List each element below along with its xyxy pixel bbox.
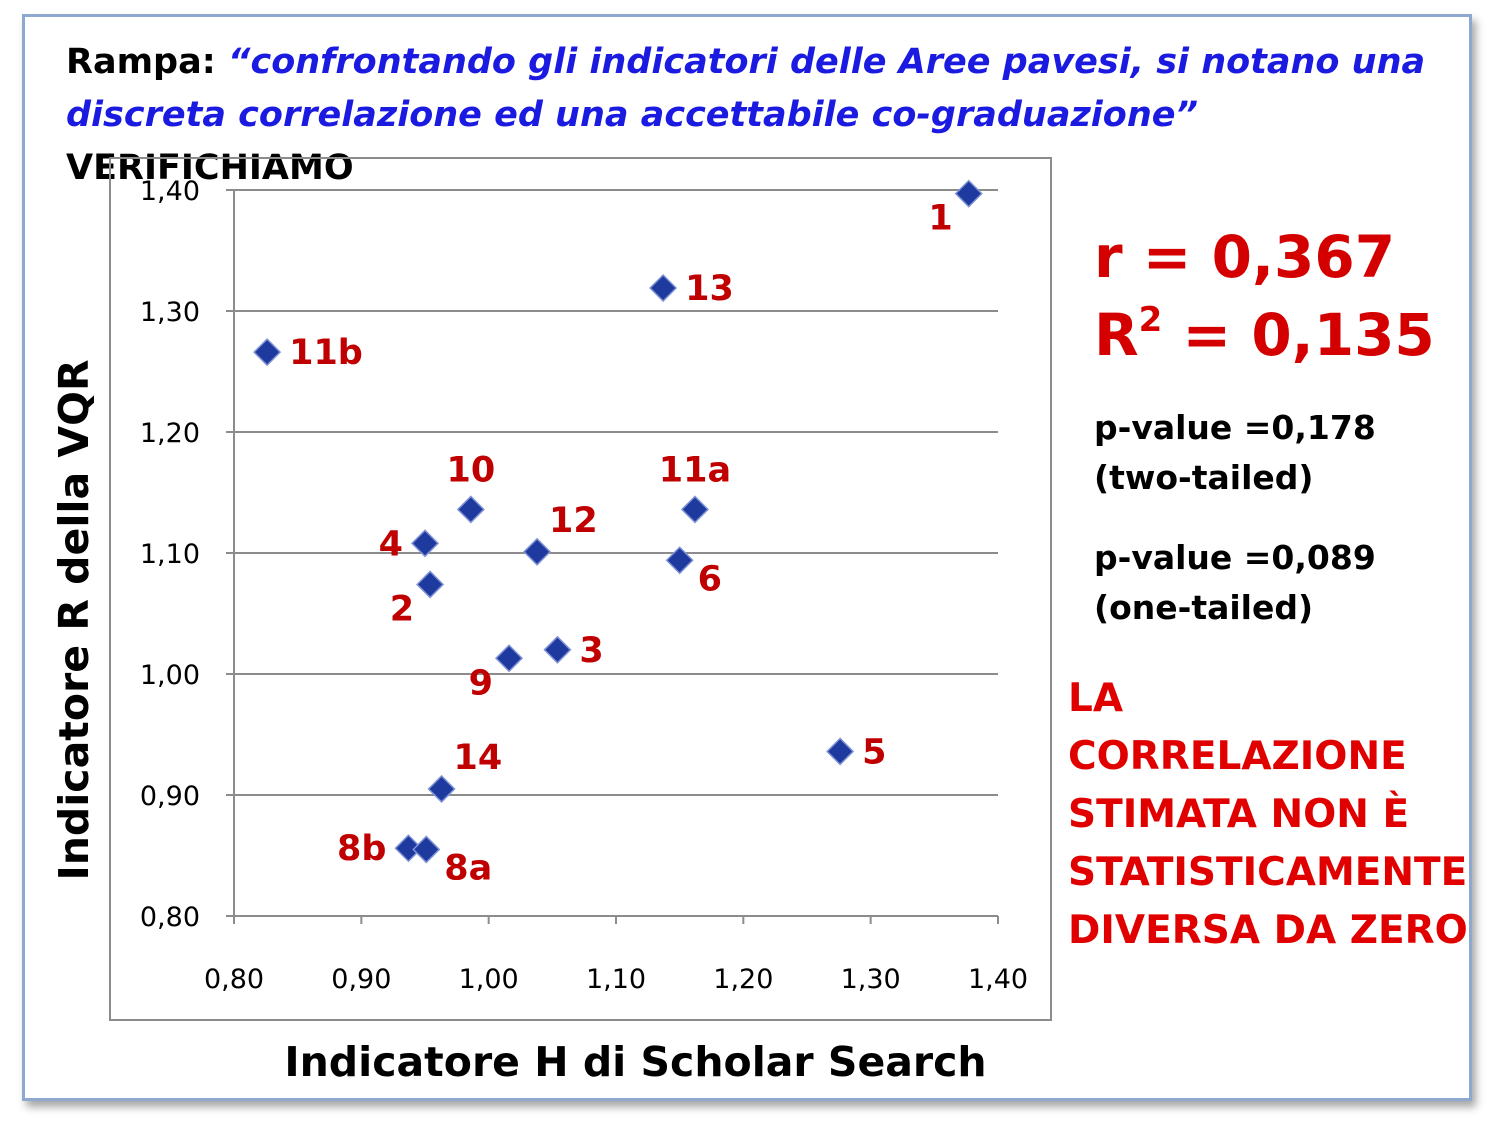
data-point-marker [649,273,678,303]
conclusion-line: LA CORRELAZIONE [1068,676,1407,779]
conclusion-line: STIMATA NON È [1068,792,1410,837]
conclusion-text: LA CORRELAZIONE STIMATA NON È STATISTICA… [1068,670,1468,960]
data-point-marker [394,834,423,863]
r2-prefix: R [1094,301,1139,369]
data-point-label: 1 [928,199,952,239]
data-point-label: 8a [444,848,492,888]
data-point-label: 2 [390,589,414,629]
data-point-marker [410,529,440,558]
y-tick-label: 0,90 [140,781,200,812]
data-point-label: 11b [289,333,363,373]
stat-correlation-r: r = 0,367 [1094,223,1396,291]
data-point-label: 6 [698,559,722,599]
data-point-marker [680,495,710,524]
conclusion-line: DIVERSA DA ZERO [1068,908,1468,953]
data-point-label: 9 [469,663,493,703]
chart-area-border [109,157,1052,1021]
stat-r-squared: R2 = 0,135 [1094,300,1435,370]
data-point-marker [826,737,855,766]
y-tick-label: 1,00 [140,660,200,691]
y-axis-title: Indicatore R della VQR [50,359,98,880]
data-point-marker [427,774,456,804]
x-tick-label: 1,20 [713,964,773,995]
x-tick-label: 1,40 [968,964,1028,995]
y-tick-label: 1,20 [140,418,200,449]
data-point-label: 5 [862,732,886,772]
heading-prefix: Rampa: [66,42,228,82]
p-value-one-tailed: p-value =0,089 [1094,538,1376,577]
y-tick-label: 0,80 [140,902,200,933]
p-value-two-tailed: p-value =0,178 [1094,408,1376,447]
data-point-label: 4 [379,524,403,564]
data-point-label: 13 [685,269,734,309]
heading-suffix: VERIFICHIAMO [66,148,354,188]
data-point-marker [416,570,445,599]
x-tick-label: 1,10 [586,964,646,995]
p-value-one-tailed-note: (one-tailed) [1094,588,1314,627]
data-point-marker [253,338,282,367]
data-point-marker [456,495,485,524]
r2-value: = 0,135 [1162,301,1435,369]
data-point-marker [494,644,524,673]
p-value-two-tailed-note: (two-tailed) [1094,458,1314,497]
data-point-label: 11a [659,450,731,490]
data-point-marker [954,179,983,208]
slide-frame [22,14,1472,1101]
data-point-label: 14 [454,738,503,778]
y-tick-label: 1,30 [140,297,200,328]
heading-quote: “confrontando gli indicatori delle Aree … [66,42,1426,135]
data-point-marker [522,537,552,566]
data-point-label: 8b [337,829,386,869]
y-tick-label: 1,40 [140,176,200,207]
data-point-label: 12 [549,501,598,541]
conclusion-line: STATISTICAMENTE [1068,850,1468,895]
slide-heading: Rampa: “confrontando gli indicatori dell… [66,36,1446,195]
r2-superscript: 2 [1138,300,1163,340]
y-tick-label: 1,10 [140,539,200,570]
x-tick-label: 1,30 [841,964,901,995]
data-point-marker [543,635,572,664]
data-point-marker [665,546,694,575]
x-tick-label: 1,00 [459,964,519,995]
x-tick-label: 0,80 [204,964,264,995]
data-point-marker [412,835,441,864]
x-axis-title: Indicatore H di Scholar Search [284,1038,986,1086]
data-point-label: 10 [446,450,495,490]
data-point-label: 3 [579,631,603,671]
x-tick-label: 0,90 [331,964,391,995]
